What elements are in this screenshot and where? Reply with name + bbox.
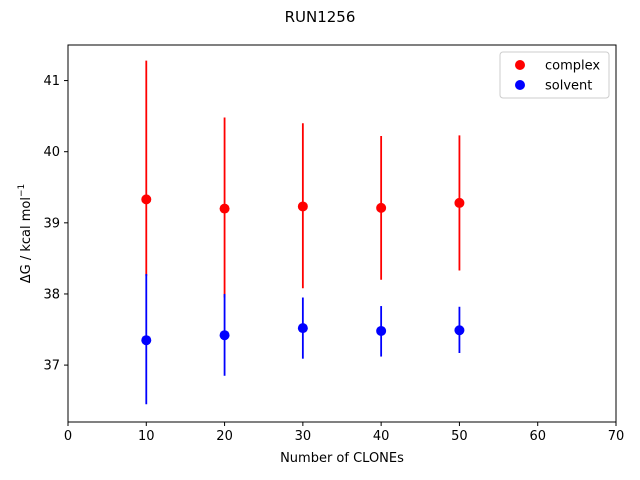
x-tick-label: 10 xyxy=(138,429,155,444)
y-tick-label: 37 xyxy=(43,359,60,374)
x-tick-label: 30 xyxy=(295,429,312,444)
plot-frame xyxy=(67,44,617,423)
x-axis-label: Number of CLONEs xyxy=(280,451,404,466)
x-tick-label: 20 xyxy=(216,429,233,444)
x-tick-label: 40 xyxy=(373,429,390,444)
data-point-solvent xyxy=(219,330,230,341)
y-axis: 37 38 39 40 41 xyxy=(43,74,68,374)
y-tick-label: 41 xyxy=(43,74,60,89)
data-point-solvent xyxy=(141,335,152,346)
x-axis: 0 10 20 30 40 50 60 70 xyxy=(64,422,624,444)
x-tick-label: 50 xyxy=(451,429,468,444)
legend: complex solvent xyxy=(499,51,610,99)
chart-title: RUN1256 xyxy=(285,8,356,26)
y-tick-label: 40 xyxy=(43,145,60,160)
legend-label-solvent: solvent xyxy=(545,79,592,94)
y-tick-label: 39 xyxy=(43,216,60,231)
legend-marker-solvent xyxy=(515,80,525,90)
x-tick-label: 0 xyxy=(64,429,72,444)
data-point-complex xyxy=(297,201,308,212)
data-point-solvent xyxy=(454,325,465,336)
y-tick-label: 38 xyxy=(43,287,60,302)
legend-label-complex: complex xyxy=(545,59,600,74)
data-point-solvent xyxy=(297,323,308,334)
legend-box xyxy=(499,51,610,99)
data-points xyxy=(141,194,465,346)
data-point-complex xyxy=(376,202,387,213)
x-tick-label: 60 xyxy=(529,429,546,444)
x-tick-label: 70 xyxy=(608,429,625,444)
y-axis-label-superscript: −1 xyxy=(17,184,27,197)
data-point-solvent xyxy=(376,325,387,336)
data-point-complex xyxy=(219,203,230,214)
data-point-complex xyxy=(454,197,465,208)
y-axis-label-main: ΔG / kcal mol xyxy=(19,197,34,283)
legend-marker-complex xyxy=(515,60,525,70)
data-point-complex xyxy=(141,194,152,205)
y-axis-label: ΔG / kcal mol−1 xyxy=(17,184,34,284)
